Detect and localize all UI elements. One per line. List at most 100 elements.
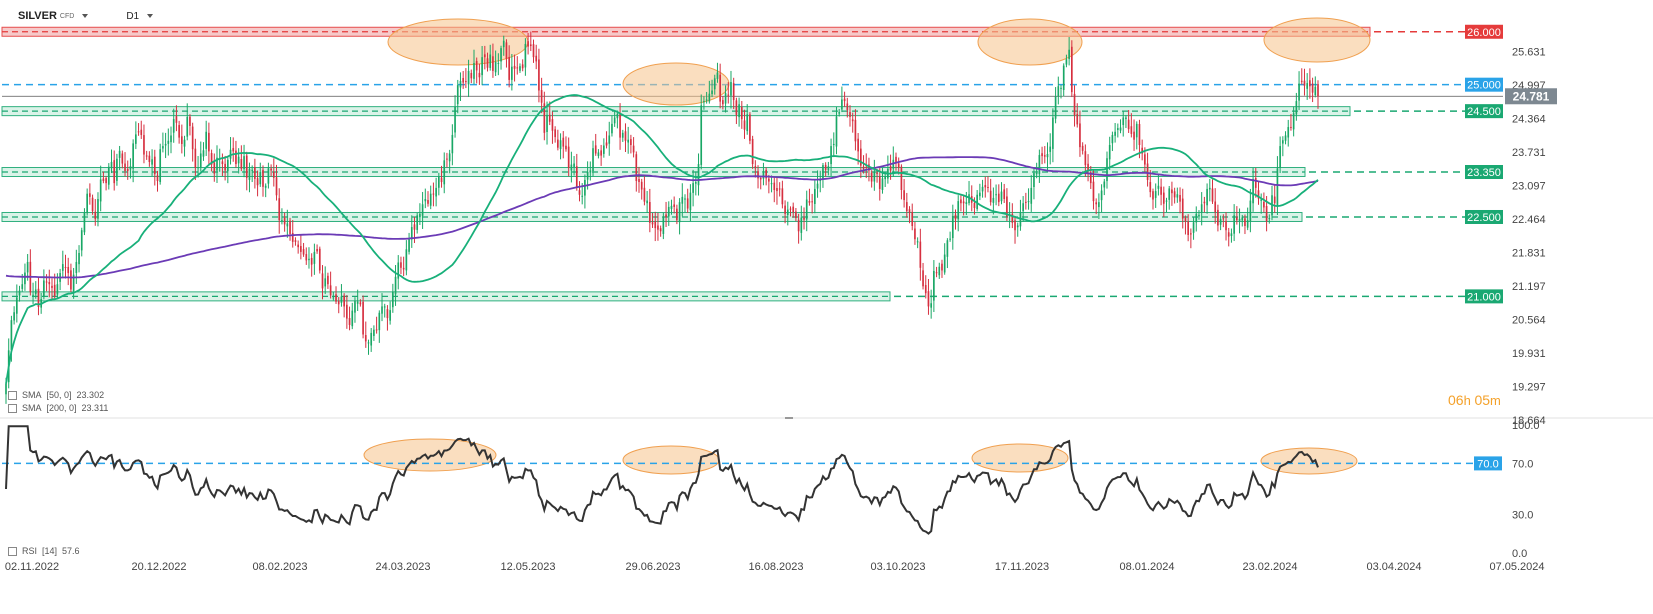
candle-body xyxy=(919,241,922,268)
candle-body xyxy=(508,56,510,80)
candle-body xyxy=(849,112,851,117)
level-price-tag xyxy=(1465,165,1503,180)
candle-body xyxy=(516,67,519,69)
candle-body xyxy=(324,278,327,287)
level-price-label: 24.500 xyxy=(1467,106,1501,118)
candle-body xyxy=(308,258,310,261)
candle-body xyxy=(657,225,659,230)
candle-body xyxy=(107,166,110,185)
candle-body xyxy=(281,220,283,222)
indicator-settings-icon[interactable] xyxy=(8,403,17,413)
candle-body xyxy=(1306,83,1309,89)
candle-body xyxy=(473,62,475,79)
candle-body xyxy=(1011,214,1014,223)
candle-body xyxy=(954,214,957,220)
candle-body xyxy=(505,42,508,59)
candle-body xyxy=(1249,200,1252,222)
candle-body xyxy=(527,41,529,47)
candle-body xyxy=(567,146,570,168)
candle-body xyxy=(757,171,759,179)
candle-body xyxy=(391,291,394,308)
candle-body xyxy=(221,161,224,165)
rsi-tick-label: 0.0 xyxy=(1512,548,1527,560)
candle-body xyxy=(1198,214,1200,217)
candle-body xyxy=(78,252,80,265)
candle-body xyxy=(827,166,830,171)
candle-body xyxy=(594,145,597,154)
candle-body xyxy=(608,135,611,144)
countdown-hours-unit: h xyxy=(1463,393,1471,408)
candle-body xyxy=(513,65,516,69)
candle-body xyxy=(968,194,970,204)
candle-body xyxy=(267,168,270,184)
rsi-highlight-ellipse xyxy=(971,443,1069,473)
candle-body xyxy=(989,190,992,203)
candle-body xyxy=(770,183,773,185)
candle-body xyxy=(819,179,822,181)
level-price-tag xyxy=(1465,104,1503,119)
timeframe-label[interactable]: D1 xyxy=(126,10,140,22)
highlight-ellipse xyxy=(622,62,730,106)
candle-body xyxy=(194,148,197,168)
time-tick-label: 16.08.2023 xyxy=(748,561,803,573)
candle-body xyxy=(116,158,118,181)
timeframe-dropdown-icon[interactable] xyxy=(147,14,154,18)
sma50-legend-params: [50, 0] xyxy=(46,390,72,400)
sma50-legend[interactable]: SMA [50, 0] 23.302 xyxy=(8,390,104,400)
candle-body xyxy=(102,178,105,182)
indicator-settings-icon[interactable] xyxy=(8,390,17,400)
candle-body xyxy=(859,148,862,166)
candle-body xyxy=(118,150,121,158)
candle-body xyxy=(803,217,805,220)
candle-body xyxy=(351,310,354,327)
symbol-label[interactable]: SILVER xyxy=(18,10,57,22)
candle-body xyxy=(232,148,235,152)
candle-body xyxy=(1079,123,1081,148)
candle-body xyxy=(1038,155,1041,174)
candle-body xyxy=(586,172,589,180)
candle-body xyxy=(1146,163,1149,180)
candle-body xyxy=(703,101,705,103)
candle-body xyxy=(1187,221,1189,235)
candle-body xyxy=(67,266,70,274)
candle-body xyxy=(72,274,75,292)
candle-body xyxy=(297,244,299,248)
candle-body xyxy=(662,217,665,234)
candle-body xyxy=(1219,219,1222,225)
candle-body xyxy=(708,93,711,102)
candle-body xyxy=(1179,195,1181,202)
candle-body xyxy=(997,193,1000,203)
candle-body xyxy=(337,301,340,305)
candle-body xyxy=(873,172,876,182)
price-tick-label: 19.297 xyxy=(1512,382,1546,394)
rsi-legend-value: 57.6 xyxy=(62,546,80,556)
indicator-settings-icon[interactable] xyxy=(8,546,17,556)
candle-body xyxy=(1162,192,1165,204)
candle-body xyxy=(759,177,762,180)
candle-body xyxy=(32,294,34,296)
symbol-dropdown-icon[interactable] xyxy=(82,14,89,18)
candle-body xyxy=(1238,219,1241,221)
candle-body xyxy=(413,224,416,230)
candle-body xyxy=(375,329,378,331)
candle-body xyxy=(483,54,486,58)
sma200-legend[interactable]: SMA [200, 0] 23.311 xyxy=(8,403,108,413)
candle-body xyxy=(881,178,884,190)
candle-body xyxy=(45,281,48,283)
candle-body xyxy=(951,215,954,239)
candle-body xyxy=(53,284,56,296)
candle-body xyxy=(697,164,700,186)
candle-body xyxy=(140,129,143,135)
rsi-legend[interactable]: RSI [14] 57.6 xyxy=(8,546,80,556)
candle-body xyxy=(1084,151,1087,166)
candle-body xyxy=(562,137,565,147)
highlight-ellipse xyxy=(1263,17,1371,63)
candle-body xyxy=(830,146,832,165)
candle-body xyxy=(397,262,400,279)
candle-body xyxy=(381,306,383,314)
candle-body xyxy=(335,294,337,302)
level-price-label: 23.350 xyxy=(1467,167,1501,179)
candle-body xyxy=(164,143,167,146)
candle-body xyxy=(1073,93,1076,116)
